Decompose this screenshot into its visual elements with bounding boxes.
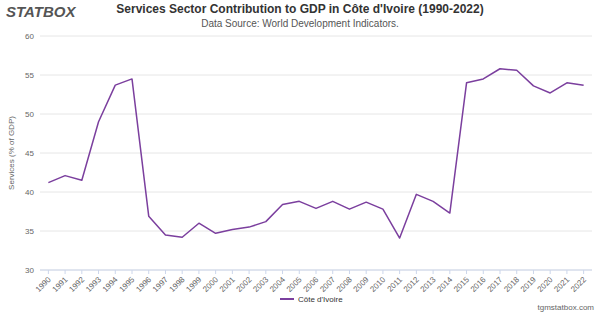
x-tick-label: 2005 [285,275,304,294]
x-tick [583,270,584,274]
x-tick [516,270,517,274]
x-tick-label: 1990 [34,275,53,294]
x-tick-label: 1992 [67,275,86,294]
x-tick [533,270,534,274]
y-tick-label: 55 [25,71,34,80]
y-tick-label: 60 [25,32,34,41]
grid-line [40,75,592,76]
legend-swatch [280,298,294,300]
x-tick-label: 2014 [435,275,454,294]
x-tick [433,270,434,274]
x-tick [65,270,66,274]
background [0,0,600,314]
x-tick [132,270,133,274]
x-tick [500,270,501,274]
y-tick-label: 50 [25,110,34,119]
x-tick-label: 2009 [352,275,371,294]
x-tick-label: 2020 [536,275,555,294]
y-tick-label: 40 [25,188,34,197]
x-tick [232,270,233,274]
x-tick [349,270,350,274]
x-tick [148,270,149,274]
x-tick-label: 2019 [519,275,538,294]
x-tick-label: 2018 [502,275,521,294]
x-tick-label: 1995 [117,275,136,294]
title: Services Sector Contribution to GDP in C… [116,2,483,16]
subtitle: Data Source: World Development Indicator… [201,18,399,29]
grid-line [40,192,592,193]
grid-line [40,231,592,232]
x-tick [215,270,216,274]
x-tick [198,270,199,274]
x-tick [81,270,82,274]
x-tick [316,270,317,274]
x-tick [48,270,49,274]
y-tick-label: 30 [25,266,34,275]
chart: STATBOX Services Sector Contribution to G… [0,0,600,314]
x-tick [282,270,283,274]
x-tick [449,270,450,274]
x-tick-label: 2000 [201,275,220,294]
x-tick [182,270,183,274]
x-tick-label: 2017 [485,275,504,294]
x-tick [416,270,417,274]
x-tick-label: 1998 [168,275,187,294]
grid-line [40,114,592,115]
grid-line [40,153,592,154]
x-tick-label: 2012 [402,275,421,294]
plot-area [48,69,583,238]
x-tick-label: 1999 [184,275,203,294]
x-tick-label: 2008 [335,275,354,294]
x-tick-label: 1997 [151,275,170,294]
x-tick-label: 2010 [368,275,387,294]
x-tick [382,270,383,274]
x-tick [366,270,367,274]
x-tick [165,270,166,274]
x-tick-label: 2007 [318,275,337,294]
x-tick-label: 1993 [84,275,103,294]
grid-line [40,36,592,37]
credit: tgmstatbox.com [538,303,595,312]
legend-label: Côte d'Ivoire [298,295,343,304]
x-tick [249,270,250,274]
brand: STATBOX [6,3,76,20]
x-tick [483,270,484,274]
x-tick-label: 2002 [235,275,254,294]
x-tick [299,270,300,274]
x-tick [265,270,266,274]
x-tick [98,270,99,274]
x-tick-label: 1994 [101,275,120,294]
x-tick-label: 1996 [134,275,153,294]
x-tick-label: 2016 [469,275,488,294]
x-tick [550,270,551,274]
x-tick-label: 1991 [51,275,70,294]
x-tick [466,270,467,274]
x-tick-label: 2011 [386,275,405,294]
x-tick-label: 2003 [251,275,270,294]
series-line [48,69,583,238]
x-tick-label: 2022 [569,275,588,294]
y-axis-label: Services (% of GDP) [7,116,16,190]
y-tick-label: 45 [25,149,34,158]
x-tick-label: 2021 [552,275,571,294]
x-tick-label: 2013 [419,275,438,294]
y-tick-label: 35 [25,227,34,236]
x-tick-label: 2004 [268,275,287,294]
x-tick-label: 2015 [452,275,471,294]
x-tick-label: 2001 [218,275,237,294]
x-tick [332,270,333,274]
x-tick [566,270,567,274]
x-tick [399,270,400,274]
x-tick-label: 2006 [301,275,320,294]
x-tick [115,270,116,274]
